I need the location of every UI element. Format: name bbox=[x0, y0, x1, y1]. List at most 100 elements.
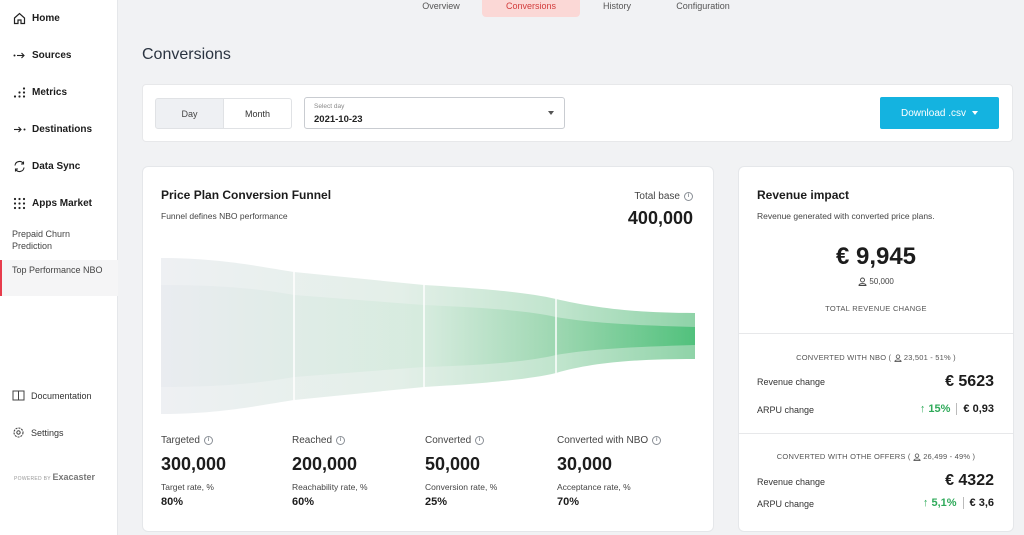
download-csv-button[interactable]: Download .csv bbox=[880, 97, 999, 129]
chevron-down-icon bbox=[972, 111, 979, 115]
revenue-title: Revenue impact bbox=[757, 188, 850, 202]
sync-icon bbox=[12, 159, 26, 173]
funnel-chart bbox=[161, 258, 695, 414]
arpu-change-percent: 15% bbox=[928, 403, 951, 415]
funnel-subtitle: Funnel defines NBO performance bbox=[161, 211, 288, 221]
sidebar-item-label: Apps Market bbox=[32, 197, 93, 209]
sidebar-item-apps-market[interactable]: Apps Market bbox=[12, 194, 92, 212]
sidebar-item-home[interactable]: Home bbox=[12, 9, 60, 27]
stage-label: Converted bbox=[425, 435, 472, 446]
funnel-stage-targeted: Targeted i 300,000 Target rate, % 80% bbox=[161, 435, 291, 508]
funnel-stage-reached: Reached i 200,000 Reachability rate, % 60… bbox=[292, 435, 422, 508]
revenue-caption: TOTAL REVENUE CHANGE bbox=[825, 304, 927, 313]
stage-value: 50,000 bbox=[425, 454, 481, 474]
stage-rate-value: 70% bbox=[557, 496, 580, 508]
sidebar-item-sources[interactable]: Sources bbox=[12, 46, 71, 64]
sidebar-item-label: Home bbox=[32, 12, 60, 24]
revenue-users: 50,000 bbox=[738, 277, 1014, 287]
revenue-change-label: Revenue change bbox=[757, 477, 826, 487]
tab-overview[interactable]: Overview bbox=[406, 0, 476, 17]
period-month-button[interactable]: Month bbox=[223, 98, 292, 129]
sidebar-subitem-prepaid-churn[interactable]: Prepaid Churn Prediction bbox=[0, 224, 118, 256]
stage-value: 30,000 bbox=[557, 454, 613, 474]
arpu-change-value: ↑ 15% € 0,93 bbox=[920, 403, 994, 415]
revenue-change-label: Revenue change bbox=[757, 377, 826, 387]
info-icon[interactable]: i bbox=[203, 435, 213, 445]
section-header-prefix: CONVERTED WITH OTHE OFFERS ( bbox=[776, 452, 911, 461]
home-icon bbox=[12, 11, 26, 25]
funnel-title: Price Plan Conversion Funnel bbox=[161, 188, 332, 202]
stage-label-row: Reached i bbox=[292, 435, 422, 449]
divider bbox=[739, 433, 1013, 434]
user-icon bbox=[894, 354, 902, 362]
day-select[interactable]: Select day 2021-10-23 bbox=[304, 97, 565, 129]
sidebar-item-destinations[interactable]: Destinations bbox=[12, 120, 92, 138]
section-header-nbo: CONVERTED WITH NBO ( 23,501 - 51% ) bbox=[738, 353, 1014, 362]
funnel-stage-converted: Converted i 50,000 Conversion rate, % 25% bbox=[425, 435, 555, 508]
separator bbox=[956, 403, 958, 415]
revenue-card bbox=[738, 166, 1014, 532]
day-select-value: 2021-10-23 bbox=[314, 114, 363, 125]
arrow-up-icon: ↑ bbox=[922, 497, 932, 509]
arrow-up-icon: ↑ bbox=[919, 403, 929, 415]
tab-label: Conversions bbox=[505, 1, 557, 11]
sidebar-item-documentation[interactable]: Documentation bbox=[12, 389, 92, 402]
tab-conversions[interactable]: Conversions bbox=[482, 0, 580, 17]
sidebar-item-label: Metrics bbox=[32, 86, 68, 98]
grid-icon bbox=[12, 196, 26, 210]
sidebar-item-metrics[interactable]: Metrics bbox=[12, 83, 67, 101]
total-base-label: Total base i bbox=[600, 191, 693, 202]
sidebar-subitem-top-performance-nbo[interactable]: Top Performance NBO bbox=[0, 260, 118, 296]
sources-icon bbox=[12, 48, 26, 62]
tab-label: History bbox=[602, 1, 631, 11]
stage-label: Reached bbox=[292, 435, 333, 446]
info-icon[interactable]: i bbox=[336, 435, 346, 445]
info-icon[interactable]: i bbox=[475, 435, 485, 445]
tab-label: Configuration bbox=[676, 1, 730, 11]
funnel-stage-converted-nbo: Converted with NBO i 30,000 Acceptance ra… bbox=[557, 435, 697, 508]
sidebar-item-data-sync[interactable]: Data Sync bbox=[12, 157, 80, 175]
arpu-change-label: ARPU change bbox=[757, 499, 815, 509]
user-icon bbox=[858, 277, 867, 287]
tab-history[interactable]: History bbox=[588, 0, 646, 17]
info-icon[interactable]: i bbox=[684, 191, 693, 201]
section-header-users: 23,501 - 51% ) bbox=[903, 353, 956, 362]
revenue-total-amount: € 9,945 bbox=[835, 243, 917, 270]
tab-label: Overview bbox=[422, 1, 460, 11]
divider bbox=[739, 333, 1013, 334]
stage-label-row: Converted i bbox=[425, 435, 555, 449]
sidebar-item-settings[interactable]: Settings bbox=[12, 426, 64, 439]
revenue-subtitle: Revenue generated with converted price p… bbox=[757, 211, 935, 221]
stage-rate-label: Conversion rate, % bbox=[425, 482, 498, 492]
arpu-change-value: ↑ 5,1% € 3,6 bbox=[923, 497, 994, 509]
sidebar-subitem-label: Prepaid Churn Prediction bbox=[12, 229, 71, 251]
period-day-button[interactable]: Day bbox=[155, 98, 224, 129]
sidebar-item-label: Documentation bbox=[31, 390, 92, 401]
section-header-users: 26,499 - 49% ) bbox=[923, 452, 976, 461]
stage-label: Converted with NBO bbox=[557, 435, 649, 446]
info-icon[interactable]: i bbox=[652, 435, 662, 445]
total-base-label-text: Total base bbox=[634, 191, 680, 202]
stage-label-row: Converted with NBO i bbox=[557, 435, 697, 449]
sidebar-item-label: Data Sync bbox=[32, 160, 81, 172]
destinations-icon bbox=[12, 122, 26, 136]
metrics-icon bbox=[12, 85, 26, 99]
stage-value: 300,000 bbox=[161, 454, 227, 474]
stage-rate-value: 25% bbox=[425, 496, 448, 508]
page-title: Conversions bbox=[142, 46, 231, 63]
separator bbox=[962, 497, 964, 509]
user-icon bbox=[913, 453, 921, 461]
stage-label: Targeted bbox=[161, 435, 200, 446]
stage-rate-value: 60% bbox=[292, 496, 315, 508]
brand-logo-text: Exacaster bbox=[52, 472, 96, 482]
sidebar: Home Sources Metrics Destinations Data S… bbox=[0, 0, 118, 535]
arpu-change-amount: € 3,6 bbox=[969, 497, 994, 509]
stage-rate-value: 80% bbox=[161, 496, 184, 508]
chevron-down-icon bbox=[548, 111, 554, 115]
tab-configuration[interactable]: Configuration bbox=[660, 0, 746, 17]
sidebar-item-label: Sources bbox=[32, 49, 72, 61]
stage-rate-label: Acceptance rate, % bbox=[557, 482, 631, 492]
sidebar-item-label: Settings bbox=[31, 427, 64, 438]
revenue-change-value: € 4322 bbox=[945, 472, 994, 489]
total-base-value: 400,000 bbox=[627, 208, 693, 228]
